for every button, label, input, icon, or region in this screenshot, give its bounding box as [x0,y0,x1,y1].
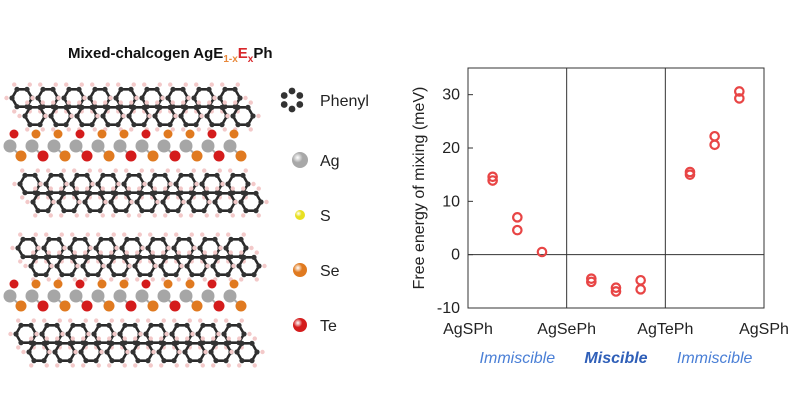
legend-label-ag: Ag [320,153,340,170]
legend-label-te: Te [320,318,337,335]
x-tick-label-3: AgSPh [739,321,789,338]
data-point-14 [709,139,720,151]
legend-label-phenyl: Phenyl [320,93,369,110]
legend-label-se: Se [320,263,340,280]
x-tick-label-2: AgTePh [637,321,693,338]
y-tick-label: -10 [437,300,460,317]
data-points [487,86,745,297]
data-point-10 [635,284,646,295]
y-tick-label: 30 [442,87,460,104]
data-point-4 [536,246,548,258]
ag-atom-icon [292,152,308,168]
plot-frame [467,67,765,309]
se-atom-icon [293,263,307,277]
data-point-16 [734,93,745,104]
legend-label-s: S [320,208,331,225]
te-atom-icon [293,318,307,332]
data-point-3 [512,224,523,236]
x-tick-label-0: AgSPh [443,321,493,338]
data-point-1 [487,175,498,186]
region-labels: Immiscible Miscible Immiscible [480,350,753,367]
region-label-0: Immiscible [480,350,556,367]
data-point-2 [512,212,523,223]
free-energy-chart: -10 0 10 20 30 AgSPh AgSePh AgTePh AgSPh Free e… [411,67,789,367]
crystal-structure-illustration [3,82,269,368]
region-label-2: Immiscible [677,350,753,367]
data-point-0 [487,171,498,183]
data-point-7 [610,282,622,294]
data-point-12 [684,169,696,180]
data-point-9 [635,274,646,286]
region-dividers [566,68,666,308]
y-tick-label: 10 [442,193,460,210]
x-axis-ticks: AgSPh AgSePh AgTePh AgSPh [443,321,789,338]
y-tick-label: 20 [442,140,460,157]
s-atom-icon [295,210,305,220]
y-axis-ticks: -10 0 10 20 30 [437,87,473,317]
region-label-1: Miscible [584,350,647,367]
figure-title: Mixed-chalcogen AgE1-xExPh [68,45,273,65]
x-tick-label-1: AgSePh [537,321,596,338]
phenyl-ring-icon [280,87,304,113]
data-point-13 [709,130,720,142]
atom-legend: Phenyl Ag S Se Te [280,87,369,335]
y-axis-label: Free energy of mixing (meV) [411,87,428,290]
data-point-6 [586,276,597,288]
data-point-8 [610,286,622,297]
data-point-15 [734,86,745,97]
y-tick-label: 0 [451,247,460,264]
